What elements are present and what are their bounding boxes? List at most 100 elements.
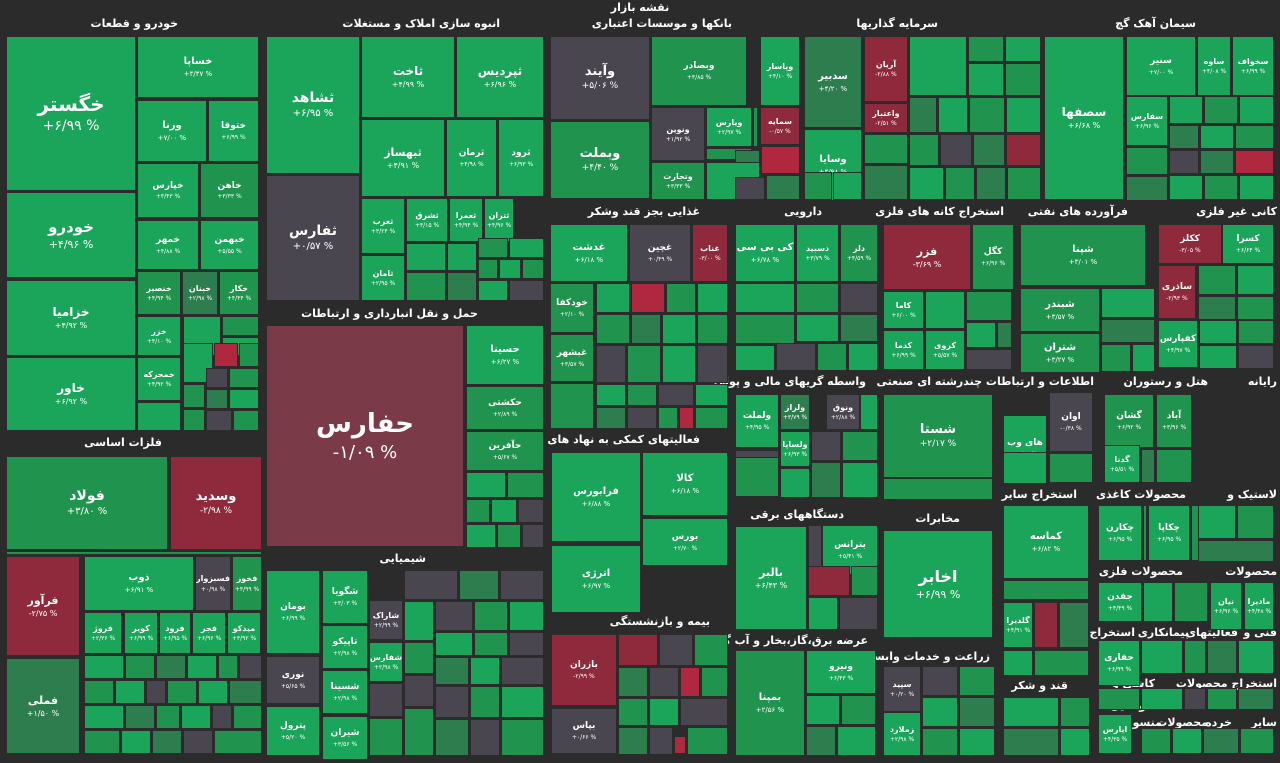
stock-tile[interactable]: حکشتی +۲/۸۹ % [466,386,544,430]
stock-tile[interactable]: وبصادر +۳/۸۵ % [651,36,747,106]
stock-tile[interactable]: خزامیا +۴/۹۲ % [6,280,136,356]
stock-tile-small[interactable] [501,657,544,685]
stock-tile-small[interactable] [214,343,238,367]
stock-tile[interactable]: سنیر +۷/۰۰ % [1126,36,1196,96]
stock-tile[interactable]: ثشاهد +۶/۹۵ % [266,36,360,174]
stock-tile-small[interactable] [435,657,469,685]
stock-tile-small[interactable] [596,345,626,383]
stock-tile-small[interactable] [922,666,958,696]
stock-tile-small[interactable] [466,499,490,523]
stock-tile[interactable]: کروی +۵/۵۷ % [925,330,965,370]
stock-tile-small[interactable] [1238,345,1274,369]
stock-tile-small[interactable] [966,322,996,348]
stock-tile-small[interactable] [1235,125,1274,149]
stock-tile-small[interactable] [666,283,696,313]
stock-tile-small[interactable] [909,36,967,96]
stock-tile-small[interactable] [1005,36,1041,62]
stock-tile-small[interactable] [997,322,1012,348]
stock-tile-small[interactable] [864,165,908,200]
stock-tile[interactable]: میدکو +۳/۹۲ % [227,612,261,654]
stock-tile-small[interactable] [627,407,657,429]
stock-tile-small[interactable] [1005,63,1041,96]
stock-tile-small[interactable] [1141,688,1183,710]
stock-tile[interactable]: فرآور -۲/۷۵ % [6,556,80,656]
stock-tile[interactable]: کفپارس +۴/۹۷ % [1158,320,1198,368]
stock-tile-small[interactable] [851,566,878,596]
stock-tile-small[interactable] [447,243,477,271]
stock-tile-small[interactable] [1174,582,1208,622]
stock-tile[interactable]: خودکفا +۲/۱۰ % [550,283,594,333]
stock-tile-small[interactable] [1003,650,1033,676]
stock-tile-small[interactable] [860,394,878,430]
stock-tile-small[interactable] [501,686,544,718]
stock-tile-small[interactable] [735,345,775,371]
stock-tile-small[interactable] [680,667,700,697]
stock-tile-small[interactable] [1198,296,1236,320]
stock-tile-small[interactable] [1126,147,1168,175]
stock-tile[interactable]: شتران +۳/۲۷ % [1020,333,1100,373]
stock-tile[interactable]: فرابورس +۶/۸۸ % [551,452,641,542]
stock-tile[interactable]: گلدیرا +۴/۹۱ % [1003,602,1033,648]
stock-tile-small[interactable] [968,36,1004,62]
stock-tile-small[interactable] [369,718,403,756]
stock-tile-small[interactable] [1184,688,1206,710]
stock-tile-small[interactable] [959,697,995,727]
stock-tile-small[interactable] [233,410,259,431]
stock-tile-small[interactable] [1238,640,1274,674]
stock-tile-small[interactable] [1034,650,1089,676]
stock-tile-small[interactable] [84,655,124,679]
stock-tile-small[interactable] [840,314,878,342]
stock-tile[interactable]: بمپنا +۲/۵۶ % [735,650,805,756]
stock-tile-small[interactable] [761,146,800,174]
stock-tile-small[interactable] [1141,449,1155,483]
stock-tile-small[interactable] [501,719,544,756]
stock-tile-small[interactable] [735,177,765,200]
stock-tile-small[interactable] [864,134,908,164]
stock-tile-small[interactable] [649,698,679,726]
stock-tile[interactable]: ثشرق +۳/۱۵ % [406,198,448,242]
stock-tile-small[interactable] [697,345,728,383]
stock-tile-small[interactable] [938,97,968,133]
stock-tile-small[interactable] [404,570,458,600]
stock-tile[interactable]: ثرمان +۴/۹۸ % [446,119,497,197]
stock-tile[interactable]: غناب -۳/۰۰ % [692,224,728,282]
stock-tile-small[interactable] [631,314,661,344]
stock-tile[interactable]: کماسه +۶/۸۲ % [1003,505,1089,579]
stock-tile[interactable]: سدبیر +۴/۲۰ % [804,36,862,128]
stock-tile[interactable]: فروژ +۲/۳۶ % [84,612,122,654]
stock-tile-small[interactable] [181,705,211,729]
stock-tile-small[interactable] [909,167,944,200]
stock-tile-small[interactable] [1235,150,1274,174]
stock-tile-small[interactable] [627,345,661,383]
stock-tile-small[interactable] [404,675,434,707]
stock-tile-small[interactable] [631,283,665,313]
stock-tile-small[interactable] [848,343,878,371]
stock-tile-small[interactable] [222,316,259,336]
stock-tile[interactable]: گدنا +۵/۵۱ % [1104,445,1140,483]
stock-tile-small[interactable] [507,472,544,498]
stock-tile-small[interactable] [808,597,838,630]
stock-tile-small[interactable] [842,462,878,498]
stock-tile-small[interactable] [406,272,446,301]
stock-tile-small[interactable] [1198,265,1236,295]
stock-tile[interactable]: سپید +۰/۲۰ % [883,666,921,712]
stock-tile-small[interactable] [229,680,262,704]
stock-tile-small[interactable] [1169,125,1199,149]
stock-tile-small[interactable] [404,708,434,756]
stock-tile[interactable]: خاور +۶/۹۲ % [6,357,136,431]
stock-tile[interactable]: شیران +۳/۵۶ % [322,716,368,760]
stock-tile-small[interactable] [1169,150,1199,174]
stock-tile[interactable]: شپنا +۳/۰۱ % [1020,224,1146,286]
stock-tile-small[interactable] [796,283,839,313]
stock-tile-small[interactable] [1143,582,1173,622]
stock-tile[interactable]: بومان +۶/۹۹ % [266,570,320,654]
stock-tile-small[interactable] [152,730,182,754]
stock-tile[interactable]: حسینا +۶/۲۷ % [466,325,544,385]
stock-tile-small[interactable] [470,686,500,718]
stock-tile-small[interactable] [404,642,434,674]
stock-tile-small[interactable] [497,524,521,548]
stock-tile-small[interactable] [1101,288,1155,318]
stock-tile-small[interactable] [1200,150,1234,174]
stock-tile[interactable]: فخوز +۴/۹۹ % [232,556,262,611]
stock-tile-small[interactable] [121,730,151,754]
